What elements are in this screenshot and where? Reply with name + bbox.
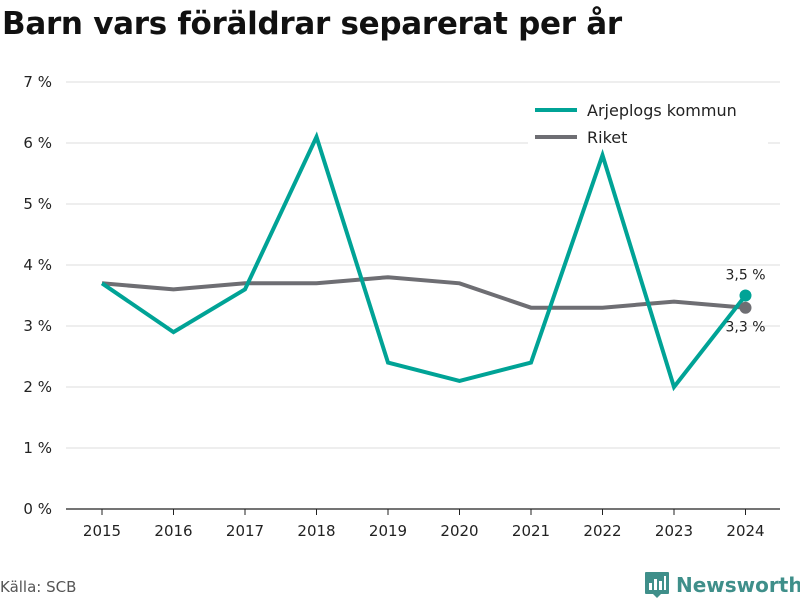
x-tick-label: 2020 xyxy=(440,522,478,540)
end-label-arjeplogs-kommun: 3,5 % xyxy=(725,268,765,284)
y-tick-label: 1 % xyxy=(23,439,52,457)
x-tick-label: 2016 xyxy=(154,522,192,540)
end-value-labels: 3,5 % 3,3 % xyxy=(725,268,765,336)
y-tick-label: 0 % xyxy=(23,500,52,518)
chart-title: Barn vars föräldrar separerat per år xyxy=(2,6,622,42)
brand-logo: Newsworthy xyxy=(644,569,800,601)
chart-legend: Arjeplogs kommun Riket xyxy=(528,92,768,148)
end-label-riket: 3,3 % xyxy=(725,320,765,336)
x-tick-label: 2023 xyxy=(655,522,693,540)
y-tick-label: 5 % xyxy=(23,195,52,213)
x-axis: 2015 2016 2017 2018 2019 2020 2021 2022 2023 2024 xyxy=(66,508,780,540)
end-point-riket xyxy=(739,301,752,314)
x-tick-label: 2021 xyxy=(512,522,550,540)
brand-name: Newsworthy xyxy=(676,573,800,597)
legend-label-riket: Riket xyxy=(587,128,627,147)
y-tick-label: 7 % xyxy=(23,73,52,91)
y-tick-label: 6 % xyxy=(23,134,52,152)
legend-label-arjeplogs-kommun: Arjeplogs kommun xyxy=(587,101,737,120)
x-tick-label: 2022 xyxy=(583,522,621,540)
x-tick-label: 2019 xyxy=(369,522,407,540)
x-tick-label: 2018 xyxy=(297,522,335,540)
y-axis-tick-labels: 0 % 1 % 2 % 3 % 4 % 5 % 6 % 7 % xyxy=(23,73,52,518)
y-tick-label: 4 % xyxy=(23,256,52,274)
end-point-arjeplogs-kommun xyxy=(739,289,752,302)
x-tick-label: 2015 xyxy=(83,522,121,540)
x-tick-label: 2024 xyxy=(726,522,764,540)
series-line-riket xyxy=(101,275,746,310)
data-series xyxy=(100,131,752,392)
y-tick-label: 2 % xyxy=(23,378,52,396)
series-line-arjeplogs-kommun xyxy=(100,131,748,392)
x-tick-label: 2017 xyxy=(226,522,264,540)
source-label: Källa: SCB xyxy=(0,578,77,596)
newsworthy-logo-icon xyxy=(645,572,669,598)
y-tick-label: 3 % xyxy=(23,317,52,335)
